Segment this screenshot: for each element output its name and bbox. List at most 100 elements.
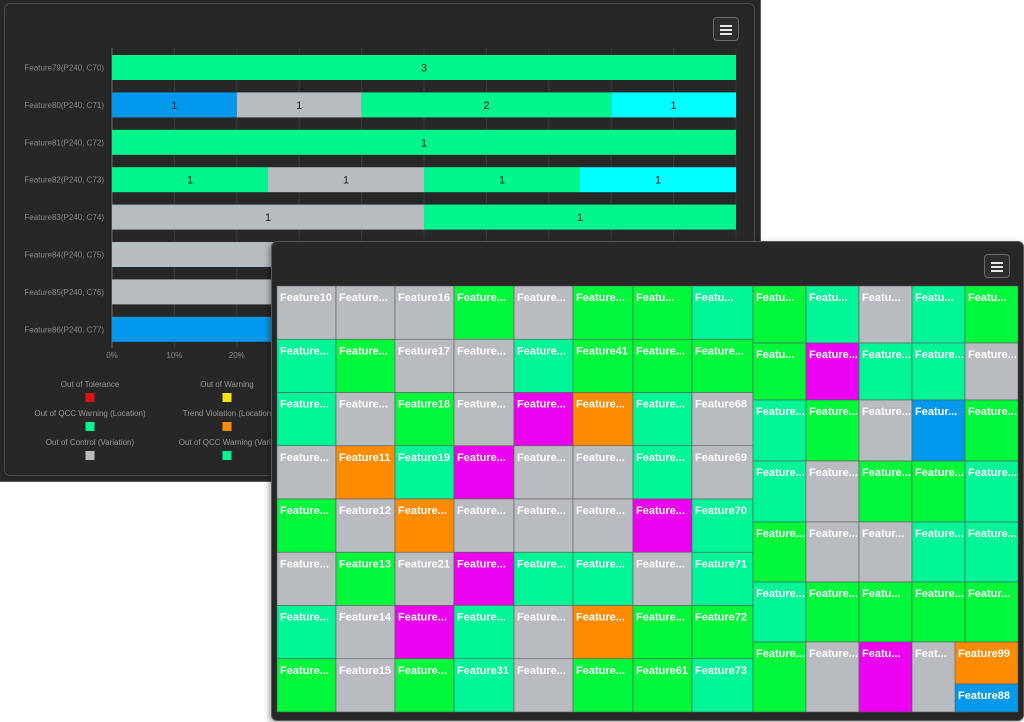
- treemap-cell-label: Feature15: [339, 665, 391, 677]
- treemap-cell-label: Feature99: [958, 648, 1010, 660]
- treemap-cell-label: Feature...: [809, 406, 858, 418]
- treemap-cell-label: Feature...: [280, 452, 329, 464]
- treemap-cell-label: Feature...: [517, 558, 566, 570]
- bar-value-label: 1: [296, 100, 302, 112]
- treemap-cell-label: Feature...: [862, 406, 911, 418]
- treemap-cell: [394, 498, 455, 553]
- treemap-cell-label: Featu...: [756, 292, 795, 304]
- bar-segment: [424, 204, 736, 230]
- treemap-cell: [394, 285, 455, 340]
- legend-label: Out of QCC Warning (Location): [34, 409, 146, 418]
- treemap-cell-label: Featur...: [862, 528, 904, 540]
- treemap-cell: [964, 285, 1019, 344]
- treemap-cell: [394, 392, 455, 447]
- treemap-cell: [572, 658, 634, 713]
- bar-chart-menu-button[interactable]: [713, 17, 739, 41]
- treemap-cell: [805, 581, 860, 643]
- bar-value-label: 2: [483, 100, 489, 112]
- legend-swatch: [85, 451, 95, 460]
- treemap-cell: [513, 392, 574, 447]
- treemap-cell: [276, 445, 337, 500]
- treemap-cell-label: Featur...: [915, 406, 957, 418]
- treemap-cell: [632, 605, 693, 660]
- menu-icon: [720, 25, 732, 27]
- treemap-cell-label: Feature...: [398, 505, 447, 517]
- treemap-cell-label: Feature...: [280, 558, 329, 570]
- treemap-cell-label: Feature...: [576, 612, 625, 624]
- treemap-cell-label: Feature...: [968, 349, 1017, 361]
- treemap-cell-label: Feature...: [280, 665, 329, 677]
- treemap-cell-label: Feature...: [809, 349, 858, 361]
- category-label: Feature86(P240, C77): [24, 325, 104, 334]
- treemap-cell-label: Feature...: [756, 467, 805, 479]
- treemap-cell-label: Feature72: [695, 612, 747, 624]
- treemap-cell: [964, 342, 1019, 401]
- legend-swatch: [222, 422, 232, 431]
- bar-value-label: 1: [171, 100, 177, 112]
- treemap-cell-label: Feature...: [457, 452, 506, 464]
- treemap-cell-label: Featu...: [862, 648, 901, 660]
- treemap-cell-label: Feature...: [809, 528, 858, 540]
- treemap-cell-label: Featu...: [915, 292, 954, 304]
- treemap-cell-label: Feature16: [398, 292, 450, 304]
- treemap-cell: [335, 285, 396, 340]
- treemap-cell-label: Feature11: [339, 452, 390, 464]
- treemap-cell: [752, 641, 807, 713]
- treemap-chart: Feature10 Feature... Feature... Feature... F…: [276, 285, 1019, 713]
- treemap-cell: [335, 392, 396, 447]
- treemap-cell-label: Feature69: [695, 452, 747, 464]
- treemap-cell-label: Feature88: [958, 690, 1010, 702]
- menu-icon: [991, 262, 1003, 264]
- treemap-cell-label: Featu...: [756, 349, 795, 361]
- treemap-cell: [752, 399, 807, 462]
- treemap-cell-label: Feature...: [517, 505, 566, 517]
- bar-value-label: 1: [265, 212, 271, 224]
- bar-segment: [112, 92, 237, 118]
- treemap-cell: [513, 551, 574, 606]
- category-label: Feature79(P240, C70): [24, 64, 104, 73]
- treemap-cell-label: Feature...: [636, 399, 685, 411]
- treemap-cell: [453, 551, 515, 606]
- treemap-cell: [572, 285, 634, 340]
- treemap-cell-label: Feature...: [398, 665, 447, 677]
- treemap-cell: [858, 641, 913, 713]
- treemap-cell-label: Feature12: [339, 505, 391, 517]
- treemap-cell-label: Feature...: [862, 349, 911, 361]
- legend-label: Out of Warning: [200, 380, 254, 389]
- treemap-cell-label: Feature10: [280, 292, 332, 304]
- treemap-cell: [632, 285, 693, 340]
- treemap-cell: [691, 445, 754, 500]
- treemap-cell-label: Feature18: [398, 399, 450, 411]
- treemap-cell: [335, 551, 396, 606]
- bar-segment: [424, 167, 580, 193]
- treemap-cell: [752, 285, 807, 344]
- treemap-cell: [572, 392, 634, 447]
- treemap-menu-button[interactable]: [984, 254, 1010, 278]
- treemap-cell-label: Feature...: [339, 292, 388, 304]
- treemap-cell: [394, 605, 455, 660]
- treemap-cell-label: Feature19: [398, 452, 450, 464]
- treemap-cell: [572, 445, 634, 500]
- treemap-cell: [276, 551, 337, 606]
- treemap-cell: [394, 338, 455, 393]
- treemap-cell: [453, 605, 515, 660]
- treemap-cell-label: Feature21: [398, 558, 450, 570]
- treemap-cell-label: Feature...: [915, 528, 964, 540]
- category-label: Feature81(P240, C72): [24, 138, 104, 147]
- treemap-cell-label: Feature17: [398, 345, 450, 357]
- treemap-cell: [394, 551, 455, 606]
- category-label: Feature84(P240, C75): [24, 251, 104, 260]
- treemap-cell-label: Feature...: [457, 612, 506, 624]
- bar-value-label: 1: [577, 212, 583, 224]
- treemap-cell-label: Feature...: [862, 467, 911, 479]
- treemap-cell-label: Feature...: [576, 399, 625, 411]
- treemap-cell-label: Feature...: [915, 467, 964, 479]
- bar-value-label: 1: [671, 100, 677, 112]
- treemap-cell-label: Feature...: [457, 345, 506, 357]
- bar-segment: [580, 167, 736, 193]
- treemap-cell: [691, 658, 754, 713]
- treemap-cell-label: Feature...: [636, 505, 685, 517]
- treemap-cell-label: Feature...: [280, 345, 329, 357]
- treemap-cell-label: Feature...: [576, 292, 625, 304]
- category-label: Feature82(P240, C73): [24, 176, 104, 185]
